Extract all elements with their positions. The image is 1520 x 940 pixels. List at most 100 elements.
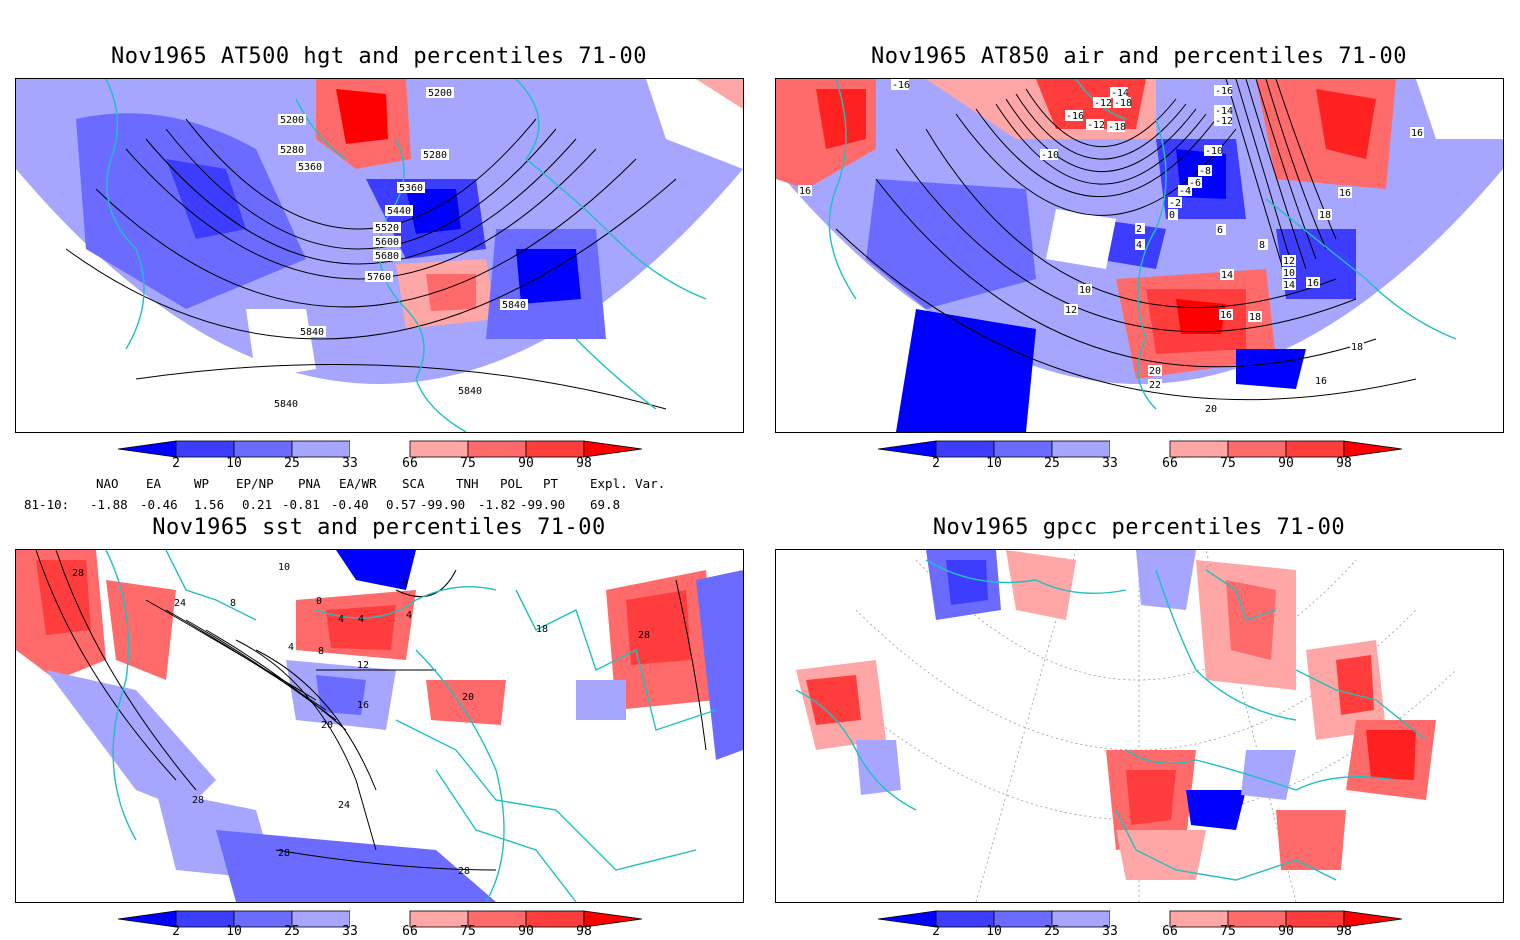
colorbar-sst: 2 10 25 33 66 75 90 98 xyxy=(117,910,643,940)
contour-label: 20 xyxy=(1149,366,1161,377)
contour-label: 5360 xyxy=(298,162,322,173)
index-value: -99.90 xyxy=(420,497,466,512)
colorbar-tick: 10 xyxy=(986,456,1002,471)
map-hgt500-svg: 5200 5200 5280 5360 5280 5360 5440 5520 … xyxy=(16,79,743,432)
colorbar-tick: 75 xyxy=(1220,456,1236,471)
contour-label: 12 xyxy=(357,660,369,671)
panel-title-air850: Nov1965 AT850 air and percentiles 71-00 xyxy=(870,44,1408,69)
contour-label: 5840 xyxy=(274,399,298,410)
colorbar-tick: 75 xyxy=(460,456,476,471)
index-value: 0.21 xyxy=(242,497,273,512)
index-header: PNA xyxy=(298,476,321,491)
index-value: -99.90 xyxy=(520,497,566,512)
contour-label: 2 xyxy=(1136,224,1142,235)
map-air850-svg: -16 -14 -12 -18 -16 -12 -18 -16 -14 -12 … xyxy=(776,79,1503,432)
contour-label: -8 xyxy=(1199,166,1211,177)
colorbar-air850: 2 10 25 33 66 75 90 98 xyxy=(877,440,1403,472)
contour-label: 24 xyxy=(174,598,186,609)
contour-label: 5840 xyxy=(300,327,324,338)
colorbar-tick: 90 xyxy=(518,456,534,471)
colorbar-tick: 33 xyxy=(1102,456,1118,471)
colorbar-hgt500-svg xyxy=(117,440,643,458)
contour-label: 16 xyxy=(1307,278,1319,289)
index-header: SCA xyxy=(402,476,425,491)
colorbar-tick: 33 xyxy=(1102,924,1118,939)
index-header: Expl. Var. xyxy=(590,476,666,491)
colorbar-tick: 75 xyxy=(460,924,476,939)
colorbar-hgt500: 2 10 25 33 66 75 90 98 xyxy=(117,440,643,472)
colorbar-tick: 66 xyxy=(1162,924,1178,939)
colorbar-tick: 90 xyxy=(1278,456,1294,471)
colorbar-gpcc: 2 10 25 33 66 75 90 98 xyxy=(877,910,1403,940)
contour-label: 10 xyxy=(278,562,290,573)
index-header: WP xyxy=(194,476,210,491)
colorbar-sst-svg xyxy=(117,910,643,928)
contour-label: -14 xyxy=(1215,106,1233,117)
contour-label: 6 xyxy=(1217,225,1223,236)
contour-label: 10 xyxy=(1079,285,1091,296)
contour-label: 4 xyxy=(406,610,412,621)
colorbar-tick: 2 xyxy=(172,456,180,471)
colorbar-tick: 2 xyxy=(172,924,180,939)
contour-label: -10 xyxy=(1041,150,1059,161)
index-value: -1.88 xyxy=(90,497,128,512)
index-value: 1.56 xyxy=(194,497,225,512)
contour-label: -14 xyxy=(1111,88,1129,99)
colorbar-tick: 90 xyxy=(518,924,534,939)
contour-label: 16 xyxy=(1339,188,1351,199)
colorbar-gpcc-svg xyxy=(877,910,1403,928)
contour-label: 28 xyxy=(638,630,650,641)
colorbar-tick: 10 xyxy=(226,924,242,939)
contour-label: 16 xyxy=(1315,376,1327,387)
contour-label: 16 xyxy=(799,186,811,197)
panel-title-gpcc: Nov1965 gpcc percentiles 71-00 xyxy=(932,515,1346,540)
panel-title-sst: Nov1965 sst and percentiles 71-00 xyxy=(152,515,606,540)
contour-label: -4 xyxy=(1179,186,1191,197)
contour-label: -12 xyxy=(1094,98,1112,109)
index-header: EA xyxy=(146,476,162,491)
colorbar-tick: 25 xyxy=(284,924,300,939)
contour-label: 4 xyxy=(358,614,364,625)
index-value: -0.46 xyxy=(140,497,178,512)
index-row-label: 81-10: xyxy=(24,497,70,512)
colorbar-tick: 98 xyxy=(576,456,592,471)
contour-label: -2 xyxy=(1169,198,1181,209)
map-hgt500: 5200 5200 5280 5360 5280 5360 5440 5520 … xyxy=(15,78,744,433)
contour-label: 8 xyxy=(1259,240,1265,251)
contour-label: -18 xyxy=(1108,122,1126,133)
contour-label: -12 xyxy=(1087,120,1105,131)
contour-label: 28 xyxy=(192,795,204,806)
index-value: -0.81 xyxy=(282,497,320,512)
index-header: EP/NP xyxy=(236,476,274,491)
index-header: NAO xyxy=(96,476,119,491)
contour-label: 5280 xyxy=(423,150,447,161)
colorbar-tick: 66 xyxy=(402,924,418,939)
map-gpcc-svg xyxy=(776,550,1503,902)
contour-label: 5360 xyxy=(399,183,423,194)
contour-label: 20 xyxy=(321,720,333,731)
contour-label: -16 xyxy=(1066,111,1084,122)
index-value: 0.57 xyxy=(386,497,417,512)
contour-label: 5840 xyxy=(502,300,526,311)
contour-label: 5760 xyxy=(367,272,391,283)
colorbar-tick: 10 xyxy=(226,456,242,471)
colorbar-tick: 66 xyxy=(1162,456,1178,471)
colorbar-tick: 98 xyxy=(576,924,592,939)
map-gpcc xyxy=(775,549,1504,903)
contour-label: 5600 xyxy=(375,237,399,248)
contour-label: 5680 xyxy=(375,251,399,262)
colorbar-tick: 98 xyxy=(1336,456,1352,471)
contour-label: 18 xyxy=(1351,342,1363,353)
contour-label: -6 xyxy=(1189,178,1201,189)
contour-label: 20 xyxy=(1205,404,1217,415)
index-header: POL xyxy=(500,476,523,491)
contour-label: 28 xyxy=(458,866,470,877)
contour-label: 0 xyxy=(316,596,322,607)
contour-label: 20 xyxy=(462,692,474,703)
colorbar-tick: 10 xyxy=(986,924,1002,939)
colorbar-tick: 25 xyxy=(284,456,300,471)
index-header: TNH xyxy=(456,476,479,491)
contour-label: 14 xyxy=(1283,280,1295,291)
index-header: EA/WR xyxy=(339,476,377,491)
contour-label: -16 xyxy=(1215,86,1233,97)
